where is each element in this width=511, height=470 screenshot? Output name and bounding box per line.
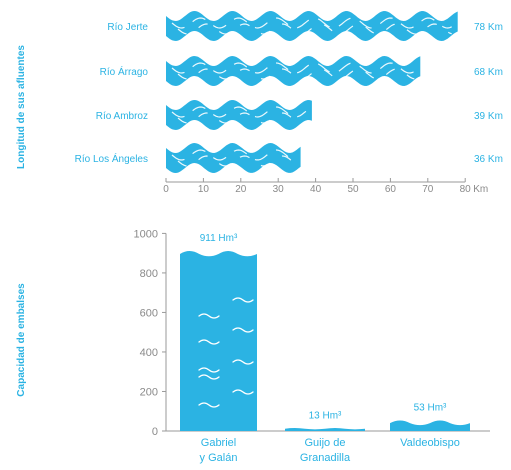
water-ripple-icon — [232, 389, 254, 395]
reservoir-y-tick-label: 800 — [140, 268, 158, 280]
reservoir-value-label-2: 53 Hm³ — [414, 403, 447, 414]
reservoir-category-label-0: y Galán — [200, 452, 238, 464]
river-bar-2 — [166, 100, 312, 130]
reservoir-value-label-1: 13 Hm³ — [309, 410, 342, 421]
water-ripple-icon — [198, 367, 220, 373]
water-ripple-icon — [232, 327, 254, 333]
river-value-label-3: 36 Km — [474, 154, 503, 165]
river-x-tick-label: 80 — [460, 184, 472, 195]
river-wave-line-0 — [177, 23, 452, 35]
water-ripple-icon — [232, 359, 254, 365]
river-x-tick-label: 30 — [273, 184, 285, 195]
river-wave-line-2 — [171, 106, 307, 118]
river-wave-line-0 — [171, 17, 452, 29]
river-label-0: Río Jerte — [107, 22, 148, 33]
top-chart-ylabel: Longitud de sus afluentes — [16, 45, 27, 169]
river-label-3: Río Los Ángeles — [75, 152, 148, 165]
river-x-tick-label: 50 — [347, 184, 359, 195]
water-ripple-icon — [198, 313, 220, 319]
river-value-label-2: 39 Km — [474, 111, 503, 122]
bottom-chart-ylabel: Capacidad de embalses — [16, 283, 27, 397]
water-ripple-icon — [198, 374, 220, 380]
river-bar-3 — [166, 143, 301, 173]
rivers-chart: Río Jerte 78 Km Río Árrago 68 Km Río Ambroz 3… — [75, 11, 503, 195]
reservoir-y-tick-label: 1000 — [134, 228, 158, 240]
water-ripple-icon — [232, 297, 254, 303]
river-bar-0 — [166, 11, 458, 41]
river-x-tick-label: 0 — [163, 184, 169, 195]
reservoir-category-label-1: Granadilla — [300, 452, 351, 464]
river-x-tick-label: 20 — [235, 184, 247, 195]
river-label-1: Río Árrago — [100, 65, 149, 78]
river-x-unit: Km — [473, 184, 488, 195]
river-bar-1 — [166, 56, 421, 86]
reservoir-bar-2 — [390, 420, 470, 431]
reservoir-category-label-2: Valdeobispo — [400, 437, 460, 449]
river-x-tick-label: 60 — [385, 184, 397, 195]
river-value-label-1: 68 Km — [474, 67, 503, 78]
river-x-tick-label: 10 — [198, 184, 210, 195]
river-value-label-0: 78 Km — [474, 22, 503, 33]
reservoir-value-label-0: 911 Hm³ — [200, 233, 238, 244]
river-x-tick-label: 40 — [310, 184, 322, 195]
water-ripple-icon — [198, 402, 220, 408]
reservoir-bar-1 — [285, 428, 365, 431]
reservoir-y-tick-label: 200 — [140, 386, 158, 398]
river-wave-line-2 — [177, 112, 307, 124]
reservoir-category-label-1: Guijo de — [305, 437, 346, 449]
reservoir-y-tick-label: 600 — [140, 307, 158, 319]
water-ripple-icon — [198, 339, 220, 345]
reservoir-y-tick-label: 400 — [140, 347, 158, 359]
reservoir-category-label-0: Gabriel — [201, 437, 236, 449]
reservoirs-chart: 0 200 400 600 800 1000 911 Hm³ Gabriel y Galán 13… — [134, 228, 490, 464]
reservoir-bar-0 — [180, 250, 257, 431]
reservoir-y-tick-label: 0 — [152, 426, 158, 438]
river-x-tick-label: 70 — [422, 184, 434, 195]
river-label-2: Río Ambroz — [96, 111, 148, 122]
